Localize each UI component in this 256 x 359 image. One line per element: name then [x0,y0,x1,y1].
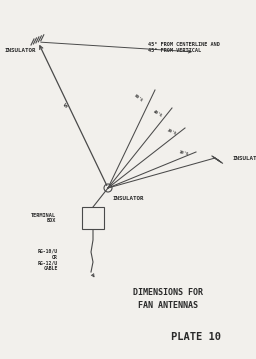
Text: 6': 6' [63,101,71,109]
Text: 45° FROM CENTERLINE AND
45° FROM VERTICAL: 45° FROM CENTERLINE AND 45° FROM VERTICA… [148,42,220,53]
Text: RG-10/U
OR
RG-12/U
CABLE: RG-10/U OR RG-12/U CABLE [38,249,58,271]
Text: 20'5: 20'5 [167,128,177,136]
Text: PLATE 10: PLATE 10 [171,332,221,342]
Text: FAN ANTENNAS: FAN ANTENNAS [138,301,198,310]
Bar [82,207,104,229]
Text: INSULATOR: INSULATOR [4,47,36,52]
Text: DIMENSIONS FOR: DIMENSIONS FOR [133,288,203,297]
Text: INSULATOR: INSULATOR [112,196,144,201]
Text: 80'5: 80'5 [133,93,143,103]
Text: INSULATOR: INSULATOR [232,155,256,160]
Text: 40'5: 40'5 [153,109,163,118]
Text: 10'5: 10'5 [179,150,189,156]
Text: TERMINAL
BOX: TERMINAL BOX [31,213,56,223]
